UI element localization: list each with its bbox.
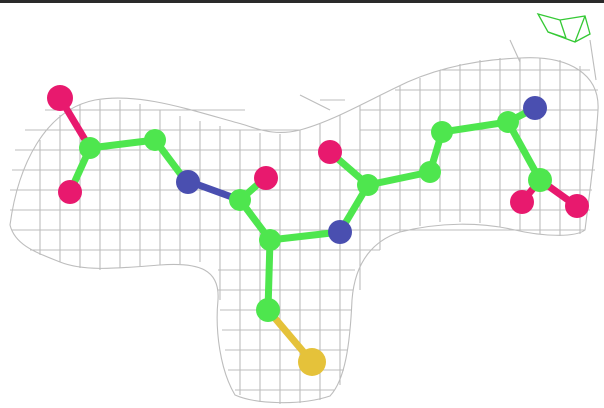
nitrogen-atom [328, 220, 352, 244]
carbon-atom [431, 121, 453, 143]
carbon-atom [256, 298, 280, 322]
oxygen-atom [510, 190, 534, 214]
carbon-atom [79, 137, 101, 159]
atoms [47, 85, 589, 376]
nitrogen-atom [523, 96, 547, 120]
carbon-atom [144, 129, 166, 151]
nitrogen-atom [176, 170, 200, 194]
oxygen-atom [254, 166, 278, 190]
green-cage-fragment [536, 12, 591, 43]
carbon-atom [497, 111, 519, 133]
carbon-atom [229, 189, 251, 211]
oxygen-atom [318, 140, 342, 164]
oxygen-atom [565, 194, 589, 218]
carbon-atom [419, 161, 441, 183]
oxygen-atom [58, 180, 82, 204]
carbon-atom [528, 168, 552, 192]
oxygen-atom [47, 85, 73, 111]
carbon-atom [259, 229, 281, 251]
carbon-atom [357, 174, 379, 196]
top-border [0, 0, 604, 3]
sulfur-atom [298, 348, 326, 376]
